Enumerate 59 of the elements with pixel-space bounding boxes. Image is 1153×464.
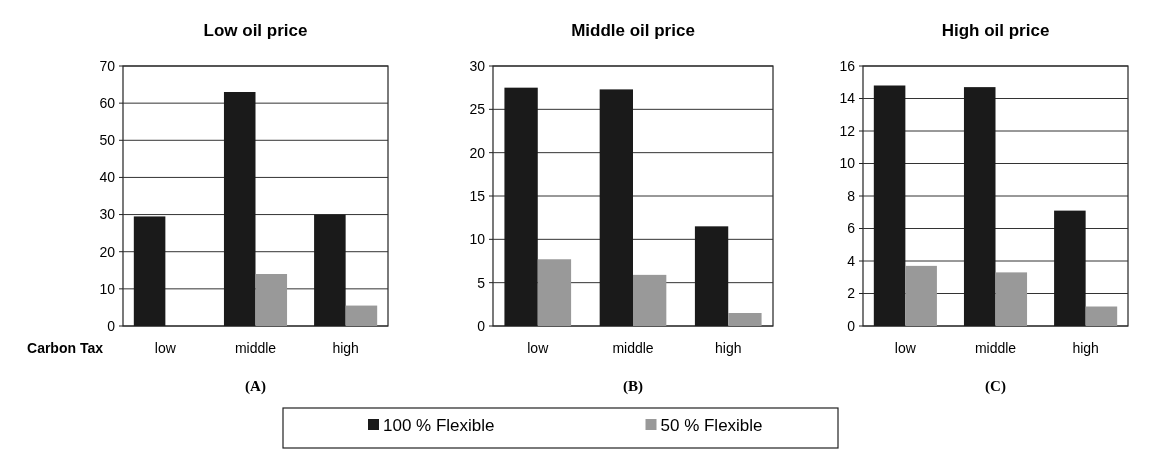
y-tick-label: 14 bbox=[839, 90, 856, 107]
y-tick-label: 0 bbox=[477, 317, 486, 334]
y-tick-label: 50 bbox=[99, 132, 116, 149]
x-tick-label: middle bbox=[234, 340, 277, 356]
y-tick-label: 12 bbox=[839, 122, 856, 139]
bar bbox=[905, 265, 937, 326]
y-tick-label: 15 bbox=[469, 187, 486, 204]
text: (A) bbox=[245, 378, 266, 395]
bar bbox=[314, 214, 346, 326]
y-tick-label: 4 bbox=[847, 252, 856, 269]
y-tick-label: 0 bbox=[847, 317, 856, 334]
legend-label: 50 % Flexible bbox=[660, 415, 763, 435]
bar bbox=[728, 313, 762, 326]
bar bbox=[255, 274, 288, 326]
bar bbox=[873, 85, 906, 326]
text: (C) bbox=[985, 378, 1006, 395]
chart-title: Middle oil price bbox=[571, 21, 695, 40]
x-tick-label: low bbox=[894, 340, 917, 356]
bar bbox=[537, 259, 572, 326]
x-tick-label: high bbox=[1072, 340, 1099, 356]
y-tick-label: 10 bbox=[99, 280, 116, 297]
text: (B) bbox=[623, 378, 643, 395]
y-tick-label: 30 bbox=[469, 57, 486, 74]
bar bbox=[223, 92, 256, 326]
y-tick-label: 60 bbox=[99, 95, 116, 112]
y-tick-label: 6 bbox=[847, 220, 856, 237]
y-tick-label: 40 bbox=[99, 169, 116, 186]
chart-title: Low oil price bbox=[203, 21, 308, 40]
y-tick-label: 0 bbox=[107, 317, 116, 334]
y-tick-label: 10 bbox=[839, 155, 856, 172]
x-tick-label: low bbox=[527, 340, 550, 356]
x-axis-title: Carbon Tax bbox=[27, 340, 104, 356]
x-tick-label: middle bbox=[612, 340, 654, 356]
y-tick-label: 10 bbox=[469, 231, 486, 248]
y-tick-label: 25 bbox=[469, 101, 486, 118]
x-tick-label: low bbox=[154, 340, 177, 356]
y-tick-label: 16 bbox=[839, 57, 856, 74]
y-tick-label: 8 bbox=[847, 187, 856, 204]
y-tick-label: 20 bbox=[99, 243, 116, 260]
bar bbox=[694, 226, 729, 326]
chart-title: High oil price bbox=[941, 21, 1050, 40]
bar bbox=[599, 89, 633, 326]
y-tick-label: 30 bbox=[99, 206, 116, 223]
bar bbox=[133, 216, 166, 326]
bar bbox=[995, 272, 1028, 326]
y-tick-label: 2 bbox=[847, 285, 856, 302]
y-tick-label: 20 bbox=[469, 144, 486, 161]
x-tick-label: high bbox=[715, 340, 742, 356]
bar bbox=[345, 305, 378, 326]
legend-label: 100 % Flexible bbox=[383, 415, 495, 435]
bar bbox=[1054, 210, 1086, 326]
bar bbox=[1085, 306, 1118, 326]
y-tick-label: 70 bbox=[99, 57, 116, 74]
bar bbox=[963, 87, 996, 326]
bar bbox=[633, 274, 667, 326]
x-tick-label: middle bbox=[974, 340, 1017, 356]
y-tick-label: 5 bbox=[477, 274, 486, 291]
bar bbox=[504, 87, 538, 326]
x-tick-label: high bbox=[332, 340, 359, 356]
